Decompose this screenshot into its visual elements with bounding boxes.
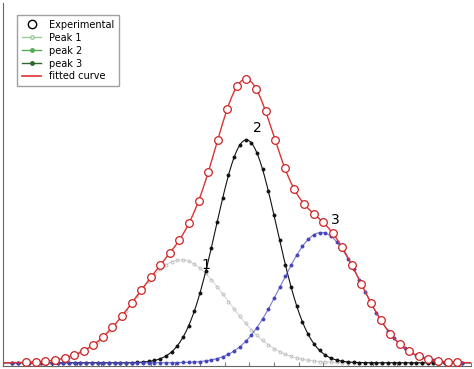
Text: 3: 3 [331,213,339,227]
Legend: Experimental, Peak 1, peak 2, peak 3, fitted curve: Experimental, Peak 1, peak 2, peak 3, fi… [17,15,119,86]
Text: 1: 1 [202,258,211,272]
Text: 2: 2 [254,121,262,135]
